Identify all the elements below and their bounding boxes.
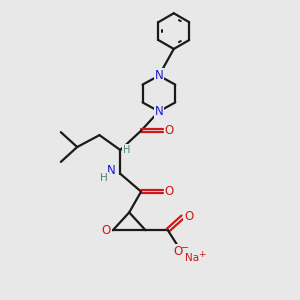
Text: H: H <box>123 145 130 155</box>
Text: H: H <box>100 173 108 183</box>
Text: O: O <box>165 124 174 137</box>
Text: O: O <box>173 245 182 258</box>
Text: +: + <box>198 250 205 260</box>
Text: N: N <box>154 105 163 118</box>
Text: N: N <box>106 164 115 177</box>
Text: Na: Na <box>184 253 199 263</box>
Text: O: O <box>184 210 193 224</box>
Text: O: O <box>165 185 174 198</box>
Text: N: N <box>154 69 163 82</box>
Text: −: − <box>181 243 189 253</box>
Text: O: O <box>102 224 111 237</box>
